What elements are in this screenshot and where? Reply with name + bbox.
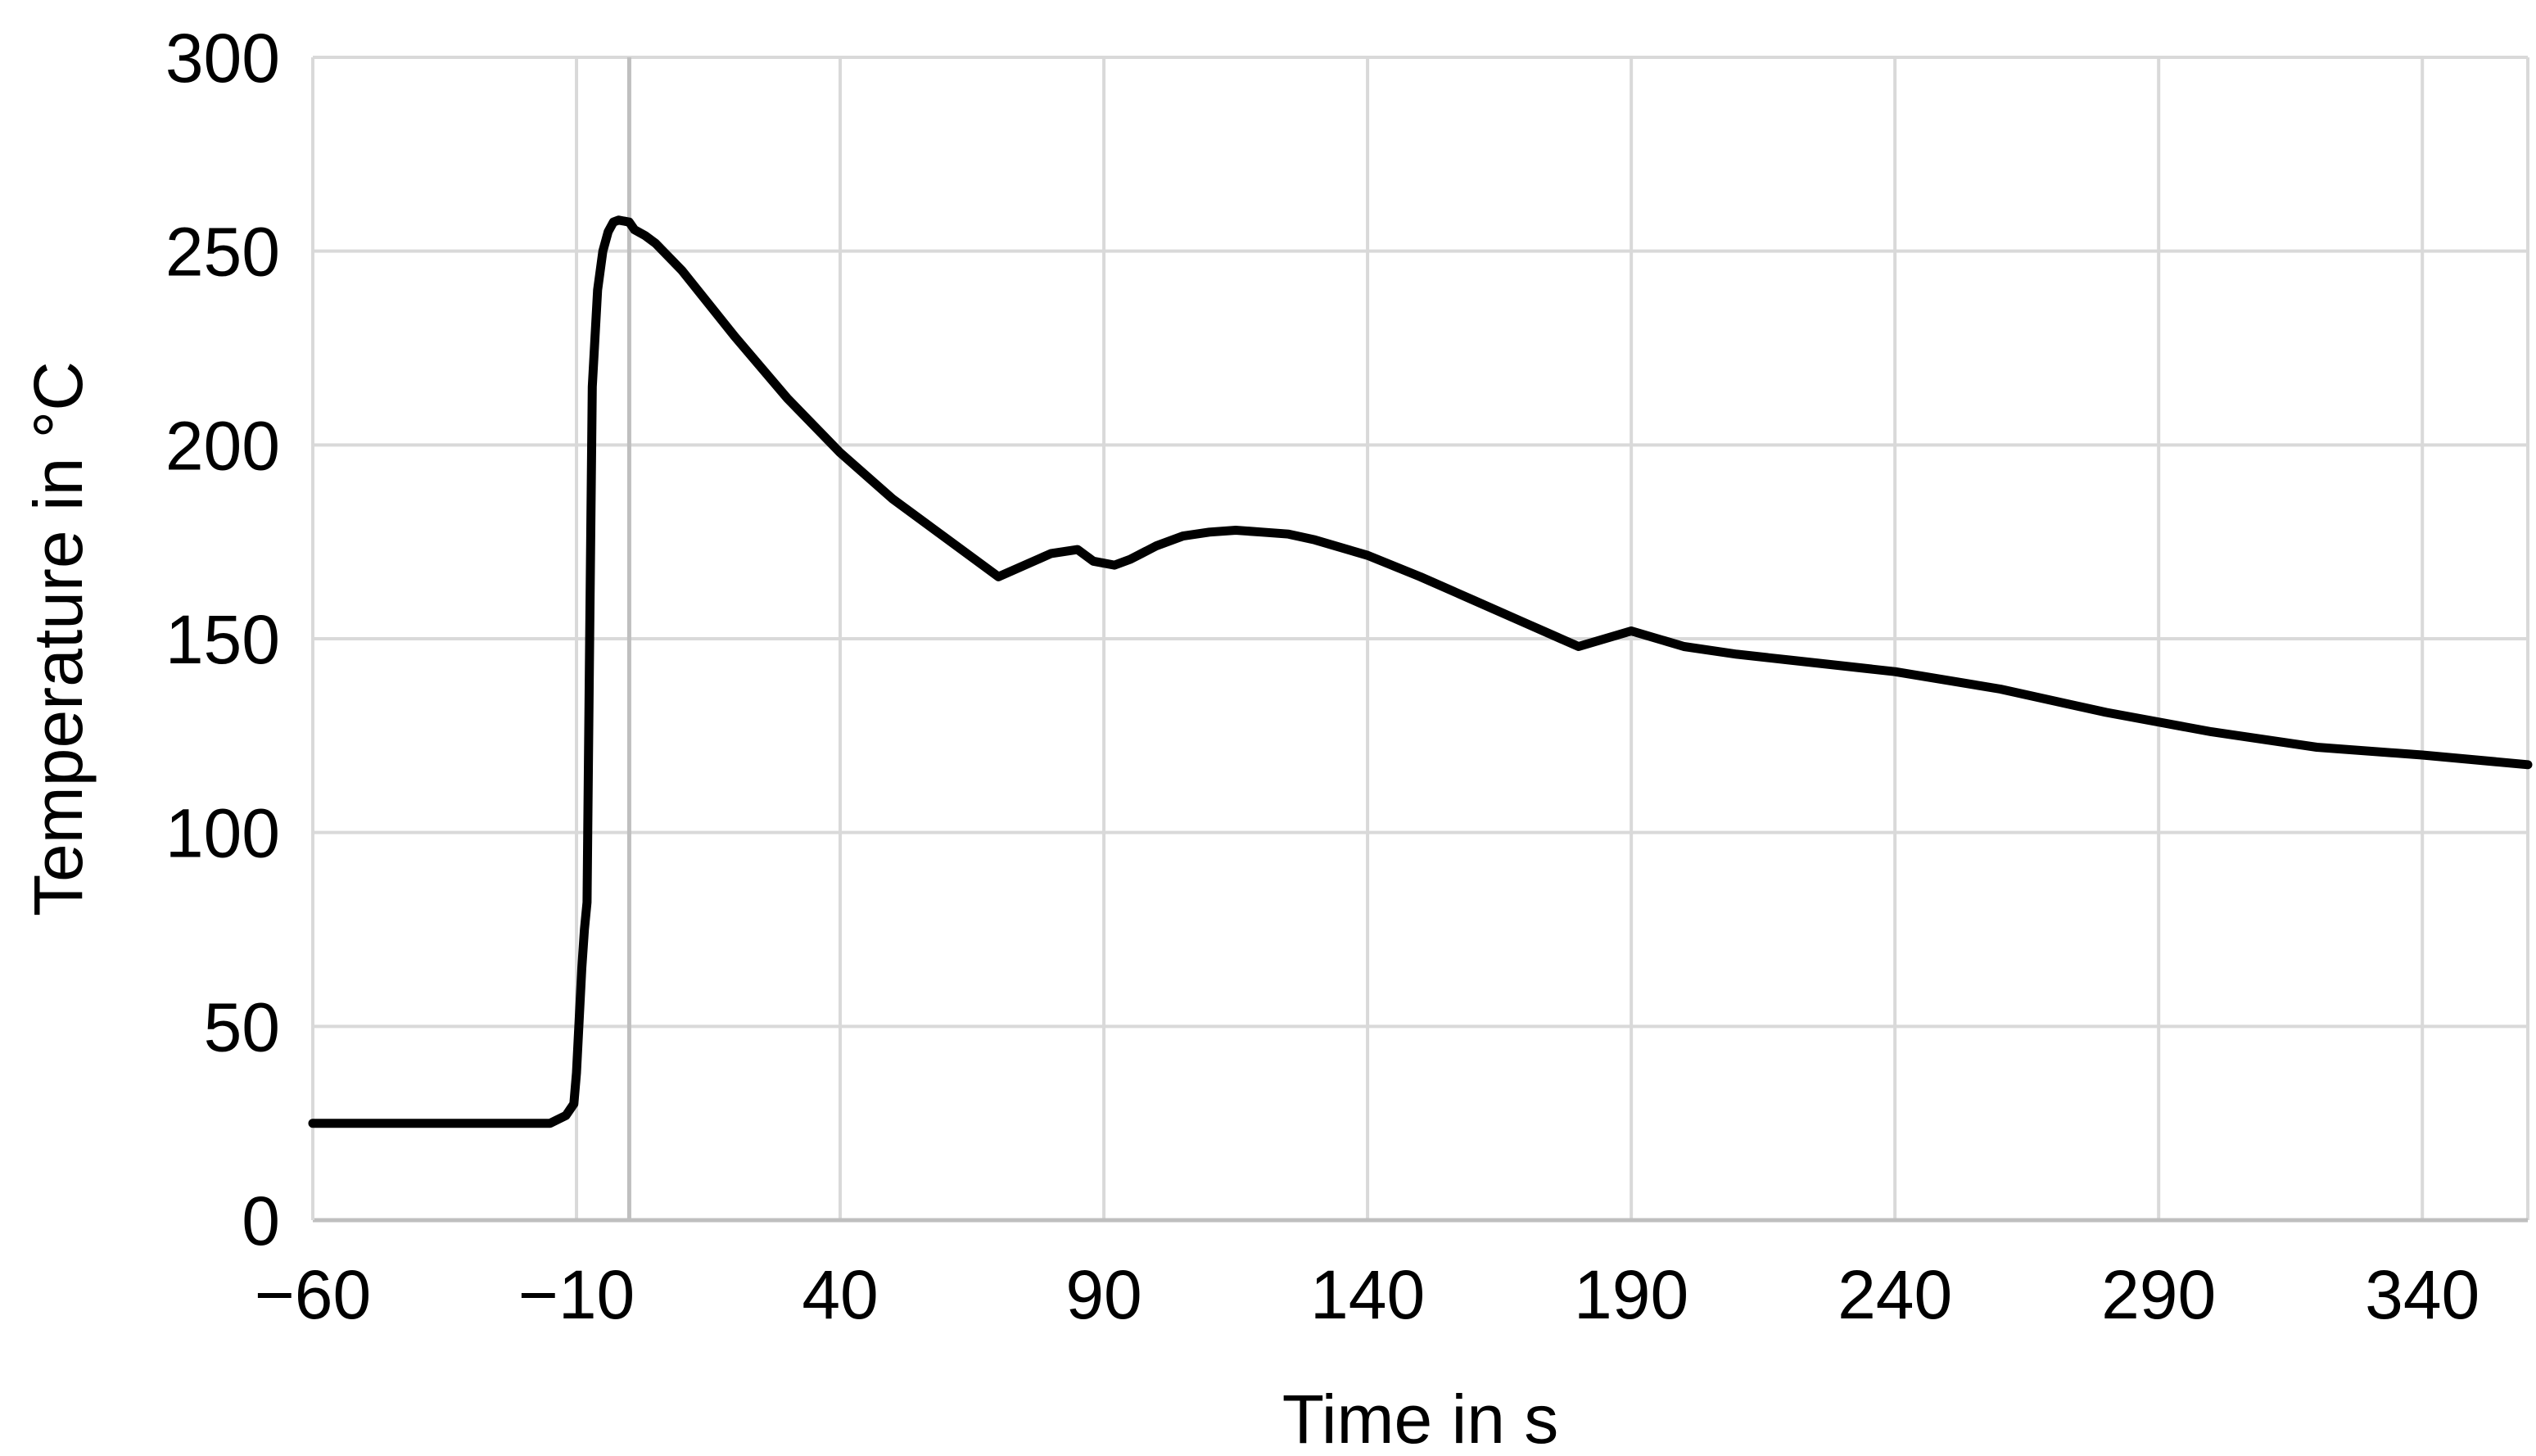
x-tick-label: 90 xyxy=(1065,1256,1141,1333)
y-tick-label: 50 xyxy=(204,988,280,1065)
y-tick-label: 150 xyxy=(165,601,280,678)
y-axis-title: Temperature in °C xyxy=(20,361,97,916)
x-tick-label: 240 xyxy=(1838,1256,1952,1333)
x-tick-labels: −60 −10 40 90 140 190 240 290 340 xyxy=(255,1256,2480,1333)
y-tick-label: 100 xyxy=(165,795,280,872)
series-group xyxy=(308,215,2533,1128)
x-tick-label: 140 xyxy=(1310,1256,1425,1333)
x-tick-label: 40 xyxy=(802,1256,878,1333)
x-axis-title: Time in s xyxy=(1282,1381,1559,1456)
y-tick-label: 200 xyxy=(165,407,280,484)
y-tick-label: 250 xyxy=(165,214,280,291)
y-gridlines xyxy=(313,56,2528,1029)
series-line xyxy=(308,215,2533,1128)
x-tick-label: 340 xyxy=(2365,1256,2479,1333)
y-tick-label: 300 xyxy=(165,20,280,97)
x-tick-label: 290 xyxy=(2101,1256,2216,1333)
y-tick-labels: 0 50 100 150 200 250 300 xyxy=(165,20,280,1259)
x-tick-label: 190 xyxy=(1574,1256,1688,1333)
x-tick-label: −60 xyxy=(255,1256,372,1333)
y-tick-label: 0 xyxy=(242,1182,280,1259)
axes xyxy=(311,57,2528,1223)
x-tick-label: −10 xyxy=(518,1256,635,1333)
